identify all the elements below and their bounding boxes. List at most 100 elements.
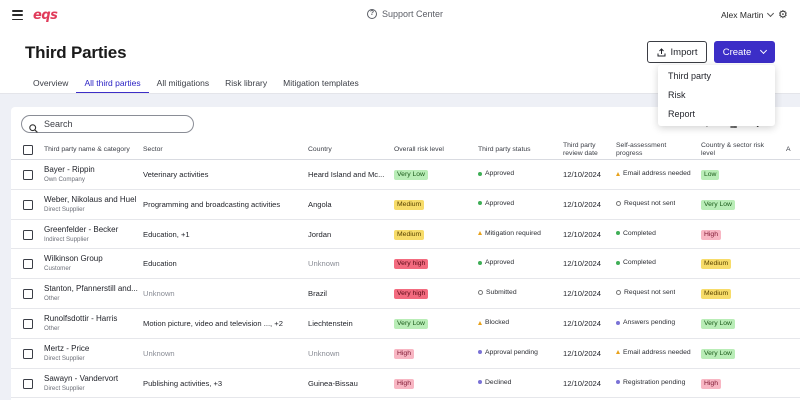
column-header-country-sector-risk[interactable]: Country & sector risk level [701, 142, 765, 157]
menu-item-third-party[interactable]: Third party [668, 71, 712, 81]
risk-cell: Medium [394, 229, 425, 240]
column-header-status[interactable]: Third party status [478, 146, 531, 153]
chevron-down-icon [766, 9, 774, 18]
table-row[interactable]: Weber, Nikolaus and Huel Direct Supplier P… [11, 190, 800, 220]
status-dot-icon [478, 171, 482, 176]
table-row[interactable]: Mertz - Price Direct Supplier Unknown Unkno… [11, 339, 800, 369]
sector-cell: Unknown [143, 348, 175, 358]
third-party-name[interactable]: Weber, Nikolaus and Huel [44, 194, 137, 204]
third-party-category: Direct Supplier [44, 205, 85, 213]
support-center-link[interactable]: ? Support Center [367, 9, 443, 19]
risk-badge: Medium [701, 289, 732, 300]
name-cell[interactable]: Wilkinson Group Customer [44, 254, 139, 272]
status-cell: Approved [478, 200, 514, 207]
progress-label: Email address needed [623, 170, 691, 177]
review-date-cell: 12/10/2024 [563, 170, 602, 179]
row-checkbox[interactable] [23, 229, 33, 240]
import-button[interactable]: Import [647, 41, 707, 63]
risk-cell: High [394, 348, 414, 359]
row-checkbox[interactable] [23, 289, 33, 300]
menu-item-report[interactable]: Report [668, 109, 696, 119]
progress-cell: Answers pending [616, 319, 675, 326]
third-party-name[interactable]: Runolfsdottir - Harris [44, 314, 118, 323]
row-checkbox[interactable] [23, 170, 33, 180]
menu-item-risk[interactable]: Risk [668, 90, 686, 100]
status-label: Approved [485, 199, 515, 207]
user-menu[interactable]: Alex Martin [721, 9, 774, 20]
tab-risk-library[interactable]: Risk library [225, 78, 268, 88]
review-date-cell: 12/10/2024 [563, 289, 602, 299]
status-dot-icon [616, 260, 620, 265]
name-cell[interactable]: Stanton, Pfannerstill and... Other [44, 284, 139, 302]
search-icon [29, 120, 38, 133]
progress-label: Request not sent [624, 199, 676, 207]
column-header-truncated[interactable]: A [786, 146, 791, 153]
third-party-name[interactable]: Greenfelder - Becker [44, 224, 119, 234]
table-row[interactable]: Greenfelder - Becker Indirect Supplier Edu… [11, 220, 800, 250]
sector-cell: Programming and broadcasting activities [143, 199, 281, 209]
search-input[interactable] [44, 119, 184, 129]
tabs-divider [0, 93, 800, 94]
row-checkbox[interactable] [23, 348, 33, 359]
warning-icon [616, 171, 620, 176]
name-cell[interactable]: Runolfsdottir - Harris Other [44, 314, 139, 332]
third-party-name[interactable]: Mertz - Price [44, 343, 90, 353]
tab-all-mitigations[interactable]: All mitigations [156, 78, 210, 88]
gear-icon[interactable]: ⚙ [778, 9, 788, 21]
pending-circle-icon [478, 290, 483, 296]
name-cell[interactable]: Weber, Nikolaus and Huel Direct Supplier [44, 195, 139, 213]
third-party-name[interactable]: Wilkinson Group [44, 254, 103, 264]
row-checkbox[interactable] [23, 378, 33, 389]
risk-cell: Very Low [394, 318, 428, 329]
progress-cell: Request not sent [616, 200, 675, 207]
row-checkbox[interactable] [23, 199, 33, 210]
column-header-country[interactable]: Country [308, 146, 332, 153]
name-cell[interactable]: Greenfelder - Becker Indirect Supplier [44, 225, 139, 243]
column-header-risk[interactable]: Overall risk level [394, 146, 444, 153]
menu-icon[interactable] [12, 10, 23, 20]
support-center-label: Support Center [382, 9, 444, 19]
table-header: Third party name & category Sector Count… [11, 138, 800, 160]
tab-all-third-parties[interactable]: All third parties [76, 74, 149, 94]
logo[interactable]: eqs [33, 8, 58, 23]
row-checkbox[interactable] [23, 319, 33, 329]
third-party-category: Customer [44, 265, 71, 273]
create-button[interactable]: Create [714, 41, 775, 63]
user-name: Alex Martin [721, 10, 764, 20]
table-row[interactable]: Stanton, Pfannerstill and... Other Unknown… [11, 279, 800, 309]
risk-badge: High [701, 229, 721, 240]
risk-cell: Very Low [394, 169, 428, 180]
third-party-name[interactable]: Stanton, Pfannerstill and... [44, 284, 138, 294]
third-party-category: Own Company [44, 176, 85, 183]
status-dot-icon [478, 380, 482, 385]
row-checkbox[interactable] [23, 259, 33, 270]
status-dot-icon [478, 201, 482, 206]
table-row[interactable]: Bayer - Rippin Own Company Veterinary acti… [11, 160, 800, 190]
name-cell[interactable]: Bayer - Rippin Own Company [44, 165, 139, 183]
progress-label: Completed [623, 229, 656, 237]
name-cell[interactable]: Sawayn - Vandervort Direct Supplier [44, 374, 139, 392]
column-header-self-assessment[interactable]: Self-assessment progress [616, 142, 667, 157]
review-date-cell: 12/10/2024 [563, 199, 602, 209]
tab-overview[interactable]: Overview [33, 78, 69, 88]
column-header-sector[interactable]: Sector [143, 146, 163, 153]
review-date-cell: 12/10/2024 [563, 229, 602, 239]
column-header-name[interactable]: Third party name & category [44, 146, 130, 153]
country-cell: Unknown [308, 259, 340, 269]
warning-icon [478, 231, 482, 236]
table-row[interactable]: Runolfsdottir - Harris Other Motion pictur… [11, 309, 800, 339]
third-party-name[interactable]: Bayer - Rippin [44, 165, 95, 174]
table-row[interactable]: Sawayn - Vandervort Direct Supplier Publis… [11, 369, 800, 399]
name-cell[interactable]: Mertz - Price Direct Supplier [44, 344, 139, 362]
search-box[interactable] [21, 115, 194, 133]
third-party-name[interactable]: Sawayn - Vandervort [44, 373, 119, 383]
column-header-review-date[interactable]: Third party review date [563, 142, 598, 157]
pending-circle-icon [616, 200, 621, 206]
risk-badge: Very high [394, 289, 429, 300]
table-row[interactable]: Wilkinson Group Customer Education Unknown V… [11, 249, 800, 280]
progress-cell: Request not sent [616, 289, 675, 296]
select-all-checkbox[interactable] [23, 145, 33, 155]
sector-cell: Education, +1 [143, 229, 190, 239]
status-cell: Approval pending [478, 349, 538, 356]
tab-mitigation-templates[interactable]: Mitigation templates [283, 78, 359, 88]
